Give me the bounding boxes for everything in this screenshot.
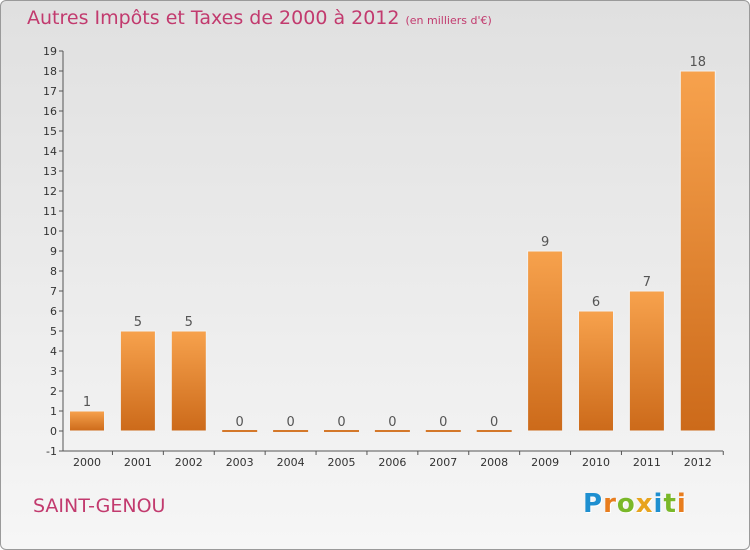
x-tick-label: 2006 xyxy=(378,456,406,469)
x-tick-label: 2002 xyxy=(175,456,203,469)
y-tick-label: 13 xyxy=(43,165,57,178)
x-tick-label: 2012 xyxy=(684,456,712,469)
logo-letter: i xyxy=(653,489,664,519)
y-tick-label: 14 xyxy=(43,145,57,158)
y-tick-label: 9 xyxy=(50,245,57,258)
commune-name: SAINT-GENOU xyxy=(33,495,166,517)
data-label: 5 xyxy=(185,315,193,330)
data-label: 7 xyxy=(643,275,651,290)
y-tick-label: 5 xyxy=(50,325,57,338)
x-tick-label: 2000 xyxy=(73,456,101,469)
logo-letter: x xyxy=(635,489,654,519)
y-tick-label: 17 xyxy=(43,85,57,98)
chart-title: Autres Impôts et Taxes de 2000 à 2012 (en… xyxy=(27,7,492,29)
bar xyxy=(324,430,359,432)
bar xyxy=(374,430,410,432)
bar xyxy=(628,290,665,432)
bar xyxy=(578,310,614,432)
x-tick-label: 2011 xyxy=(633,456,661,469)
logo-letter: i xyxy=(676,489,687,519)
data-label: 0 xyxy=(490,415,498,430)
y-tick-label: 4 xyxy=(50,345,57,358)
chart-subtitle: (en milliers d'€) xyxy=(405,14,492,27)
data-label: 0 xyxy=(286,415,294,430)
bar xyxy=(425,430,461,432)
x-tick-label: 2004 xyxy=(277,456,305,469)
data-label: 0 xyxy=(439,415,447,430)
y-tick-label: 12 xyxy=(43,185,57,198)
x-tick-label: 2001 xyxy=(124,456,152,469)
data-label: 5 xyxy=(134,315,142,330)
data-label: 0 xyxy=(337,415,345,430)
y-tick-label: 19 xyxy=(43,45,57,58)
bar xyxy=(119,330,156,432)
data-label: 9 xyxy=(541,235,549,250)
y-tick-label: 10 xyxy=(43,225,57,238)
data-label: 0 xyxy=(388,415,396,430)
chart-title-text: Autres Impôts et Taxes de 2000 à 2012 xyxy=(27,7,400,29)
data-label: 18 xyxy=(690,55,707,70)
chart-labels: 2000 1 2001 5 2002 5 2003 0 2004 0 2005 0 2006 0 2007 0… xyxy=(73,55,712,469)
logo-letter: t xyxy=(663,489,677,519)
y-tick-label: 15 xyxy=(43,125,57,138)
y-tick-label: 16 xyxy=(43,105,57,118)
x-tick-label: 2005 xyxy=(328,456,356,469)
y-tick-label: 6 xyxy=(50,305,57,318)
logo-letter: r xyxy=(603,489,617,519)
y-tick-label: -1 xyxy=(46,445,57,458)
bar xyxy=(679,70,716,432)
x-tick-label: 2007 xyxy=(429,456,457,469)
bar xyxy=(273,430,309,432)
bar xyxy=(222,430,258,432)
y-tick-label: 8 xyxy=(50,265,57,278)
x-tick-label: 2010 xyxy=(582,456,610,469)
logo-letter: o xyxy=(616,489,636,519)
data-label: 0 xyxy=(236,415,244,430)
logo-letter: P xyxy=(583,489,604,519)
y-tick-label: 3 xyxy=(50,365,57,378)
chart-bars xyxy=(69,70,716,432)
y-tick-label: 11 xyxy=(43,205,57,218)
y-tick-label: 1 xyxy=(50,405,57,418)
bar xyxy=(527,250,564,432)
x-tick-label: 2009 xyxy=(531,456,559,469)
y-tick-label: 7 xyxy=(50,285,57,298)
y-tick-label: 2 xyxy=(50,385,57,398)
data-label: 1 xyxy=(83,395,91,410)
x-tick-label: 2008 xyxy=(480,456,508,469)
data-label: 6 xyxy=(592,295,600,310)
proxiti-logo[interactable]: Proxiti xyxy=(583,489,687,519)
y-tick-label: 0 xyxy=(50,425,57,438)
y-tick-label: 18 xyxy=(43,65,57,78)
bar xyxy=(476,430,512,432)
x-tick-label: 2003 xyxy=(226,456,254,469)
bar xyxy=(170,330,207,432)
bar xyxy=(69,410,105,432)
